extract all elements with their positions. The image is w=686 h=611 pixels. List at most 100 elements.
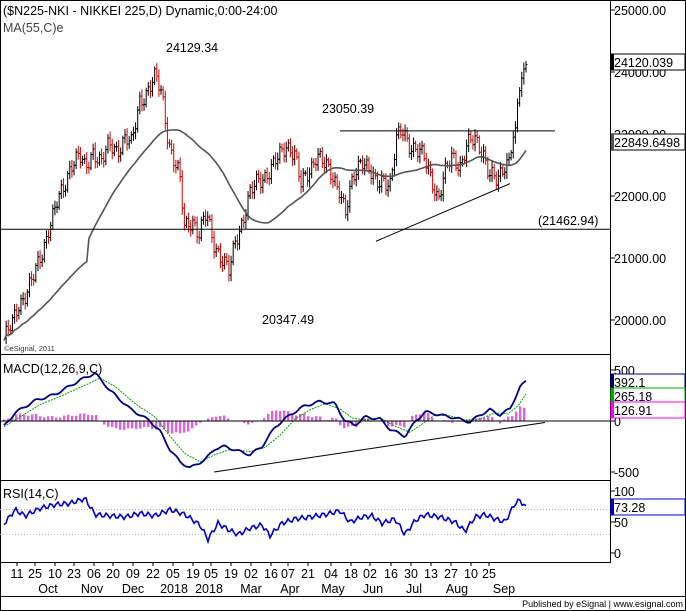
macd-histogram-bar [135,421,138,430]
macd-legend: MACD(12,26,9,C) [3,362,102,376]
macd-histogram-bar [3,419,6,421]
time-tick-label: 05 [204,567,218,581]
time-tick-label: 02 [244,567,258,581]
time-tick-label: 07 [281,567,295,581]
macd-histogram-bar [483,417,486,421]
macd-histogram-bar [31,414,34,421]
price-bars [4,60,528,345]
watermark: ©eSignal, 2011 [4,344,55,353]
macd-histogram-bar [179,421,182,434]
time-tick-label: 19 [186,567,200,581]
macd-histogram-bar [91,415,94,421]
month-label: Jul [406,582,422,596]
time-tick-label: 25 [482,567,496,581]
macd-histogram-bar [299,413,302,421]
price-tick-label: 21000.00 [614,252,666,266]
month-label: 2018 [195,582,223,596]
macd-histogram-bar [327,419,330,421]
chart-title: ($N225-NKI - NIKKEI 225,D) Dynamic,0:00-… [3,4,277,18]
time-tick-label: 05 [166,567,180,581]
macd-histogram-bar [131,421,134,429]
macd-histogram-bar [247,421,250,425]
badge-accent [611,402,614,418]
month-label: Sep [493,582,515,596]
rsi-value-badge: 73.28 [610,498,686,516]
time-tick-label: 25 [28,567,42,581]
month-label: Aug [446,582,468,596]
macd-tick-label: -500 [614,466,639,480]
time-tick-label: 23 [67,567,81,581]
macd-histogram-bar [187,421,190,432]
rsi-tick-label: 50 [614,516,628,530]
macd-trendline-segment [213,422,546,473]
macd-histogram-bar [403,421,406,428]
time-tick-label: 16 [264,567,278,581]
macd-histogram-bar [503,419,506,421]
macd-histogram-bar [51,416,54,421]
macd-histogram-bar [59,417,62,421]
macd-histogram-bar [339,421,342,426]
time-tick-label: 27 [444,567,458,581]
macd-histogram-bar [295,415,298,421]
month-label: May [321,582,345,596]
macd-histogram-bar [195,421,198,426]
time-tick-label: 04 [324,567,338,581]
month-label: Apr [280,582,299,596]
macd-histogram-bar [171,421,174,434]
macd-histogram-bar [283,410,286,421]
macd-trendline [213,422,546,473]
macd-histogram-bar [251,421,254,423]
macd-tick-label: 0 [614,415,621,429]
rsi-line [3,496,527,545]
macd-histogram-bar [27,415,30,421]
macd-histogram-bar [115,421,118,429]
macd-histogram-bar [87,414,90,421]
macd-histogram-bar [39,416,42,421]
macd-histogram-bar [227,418,230,421]
macd-histogram-bar [119,421,122,430]
macd-histogram-bar [395,421,398,425]
macd-histogram-bar [475,418,478,421]
macd-histogram-bar [415,414,418,421]
macd-histogram-bar [343,421,346,429]
macd-histogram-bar [7,418,10,421]
macd-histogram-bar [199,421,202,423]
ma-legend: MA(55,C)e [3,21,63,35]
macd-histogram-bar [143,421,146,427]
time-tick-label: 13 [424,567,438,581]
macd-histogram-bar [175,421,178,433]
macd-histogram-bar [263,418,266,421]
macd-histogram-bar [223,415,226,421]
price-tick-label: 25000.00 [614,4,666,18]
badge-accent [611,54,614,70]
macd-histogram-bar [71,415,74,421]
macd-histogram-bar [243,421,246,423]
macd-histogram-bar [519,406,522,421]
macd-histogram-bar [23,414,26,421]
macd-histogram-bar [523,407,526,421]
macd-histogram-bar [15,414,18,421]
macd-histogram-bar [267,413,270,421]
macd-histogram-bar [79,413,82,421]
rsi-tick-label: 0 [614,547,621,561]
macd-histogram-bar [319,416,322,421]
macd-histogram-bar [107,421,110,427]
rsi-value-badge-text: 73.28 [614,501,645,515]
macd-histogram-bar [387,421,390,427]
macd-histogram-bar [191,421,194,429]
macd-histogram-bar [499,421,502,424]
macd-histogram-bar [127,421,130,429]
time-tick-label: 30 [404,567,418,581]
time-tick-label: 18 [344,567,358,581]
time-tick-label: 09 [126,567,140,581]
annotation-high: 24129.34 [166,41,218,55]
ma-value-badge-text: 22849.6498 [614,136,680,150]
macd-histogram-bar [515,411,518,421]
trend-lines [0,130,610,242]
rsi-legend: RSI(14,C) [3,487,59,501]
macd-histogram-bar [315,416,318,421]
time-tick-label: 22 [146,567,160,581]
time-tick-label: 11 [11,567,24,581]
macd-histogram-bar [427,413,430,421]
